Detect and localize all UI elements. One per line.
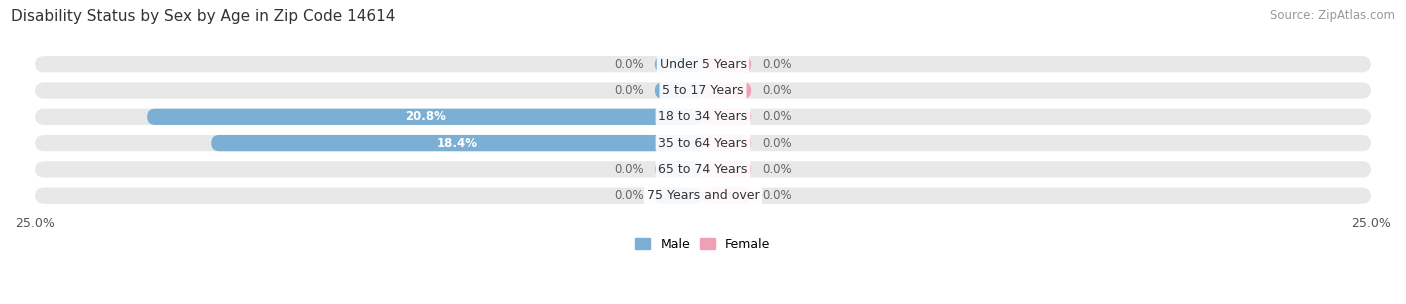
FancyBboxPatch shape	[703, 188, 751, 204]
Legend: Male, Female: Male, Female	[636, 238, 770, 251]
FancyBboxPatch shape	[703, 135, 751, 151]
FancyBboxPatch shape	[211, 135, 703, 151]
FancyBboxPatch shape	[35, 82, 1371, 99]
Text: 0.0%: 0.0%	[614, 58, 644, 71]
Text: 20.8%: 20.8%	[405, 110, 446, 123]
Text: 0.0%: 0.0%	[762, 189, 792, 202]
Text: 0.0%: 0.0%	[762, 84, 792, 97]
Text: 0.0%: 0.0%	[762, 136, 792, 150]
Text: 35 to 64 Years: 35 to 64 Years	[658, 136, 748, 150]
FancyBboxPatch shape	[703, 56, 751, 72]
Text: Source: ZipAtlas.com: Source: ZipAtlas.com	[1270, 9, 1395, 22]
Text: 0.0%: 0.0%	[614, 163, 644, 176]
Text: 0.0%: 0.0%	[762, 110, 792, 123]
FancyBboxPatch shape	[703, 109, 751, 125]
Text: Disability Status by Sex by Age in Zip Code 14614: Disability Status by Sex by Age in Zip C…	[11, 9, 395, 24]
Text: 75 Years and over: 75 Years and over	[647, 189, 759, 202]
FancyBboxPatch shape	[35, 109, 1371, 125]
FancyBboxPatch shape	[655, 82, 703, 99]
Text: Under 5 Years: Under 5 Years	[659, 58, 747, 71]
FancyBboxPatch shape	[655, 56, 703, 72]
FancyBboxPatch shape	[703, 82, 751, 99]
Text: 0.0%: 0.0%	[762, 163, 792, 176]
FancyBboxPatch shape	[35, 188, 1371, 204]
Text: 18 to 34 Years: 18 to 34 Years	[658, 110, 748, 123]
Text: 18.4%: 18.4%	[437, 136, 478, 150]
Text: 0.0%: 0.0%	[614, 189, 644, 202]
FancyBboxPatch shape	[35, 135, 1371, 151]
FancyBboxPatch shape	[703, 161, 751, 178]
FancyBboxPatch shape	[148, 109, 703, 125]
Text: 0.0%: 0.0%	[762, 58, 792, 71]
FancyBboxPatch shape	[35, 161, 1371, 178]
Text: 5 to 17 Years: 5 to 17 Years	[662, 84, 744, 97]
FancyBboxPatch shape	[655, 188, 703, 204]
Text: 0.0%: 0.0%	[614, 84, 644, 97]
FancyBboxPatch shape	[35, 56, 1371, 72]
FancyBboxPatch shape	[655, 161, 703, 178]
Text: 65 to 74 Years: 65 to 74 Years	[658, 163, 748, 176]
